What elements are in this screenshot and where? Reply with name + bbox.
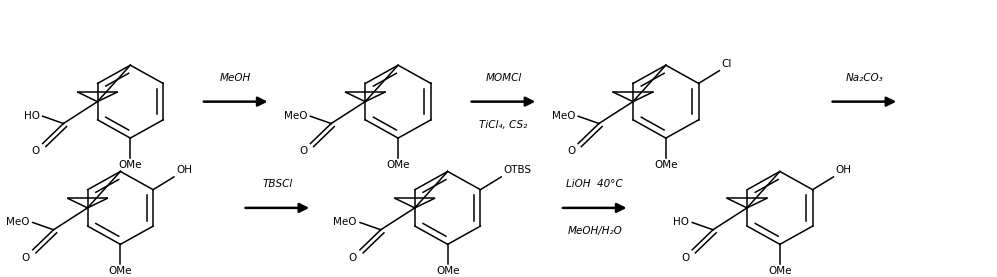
Text: MeO: MeO	[284, 111, 307, 121]
Text: OH: OH	[835, 165, 851, 175]
Text: O: O	[32, 147, 40, 157]
Text: OMe: OMe	[119, 160, 143, 170]
Text: HO: HO	[24, 111, 40, 121]
Text: HO: HO	[673, 217, 689, 227]
Text: OMe: OMe	[654, 160, 678, 170]
Text: MeOH: MeOH	[220, 73, 251, 83]
Text: MeO: MeO	[6, 217, 30, 227]
Text: MOMCl: MOMCl	[486, 73, 521, 83]
Text: O: O	[567, 147, 575, 157]
Text: O: O	[22, 253, 30, 263]
Text: O: O	[681, 253, 689, 263]
Text: OMe: OMe	[768, 266, 792, 276]
Text: OMe: OMe	[436, 266, 460, 276]
Text: OH: OH	[175, 165, 192, 175]
Text: TBSCl: TBSCl	[262, 179, 292, 189]
Text: Na₂CO₃: Na₂CO₃	[845, 73, 883, 83]
Text: O: O	[299, 147, 307, 157]
Text: OMe: OMe	[109, 266, 133, 276]
Text: OTBS: OTBS	[503, 165, 531, 175]
Text: MeOH/H₂O: MeOH/H₂O	[567, 227, 622, 237]
Text: MeO: MeO	[551, 111, 575, 121]
Text: MeO: MeO	[334, 217, 357, 227]
Text: O: O	[349, 253, 357, 263]
Text: TiCl₄, CS₂: TiCl₄, CS₂	[480, 120, 527, 130]
Text: Cl: Cl	[722, 59, 732, 69]
Text: OMe: OMe	[387, 160, 410, 170]
Text: LiOH  40°C: LiOH 40°C	[566, 179, 623, 189]
